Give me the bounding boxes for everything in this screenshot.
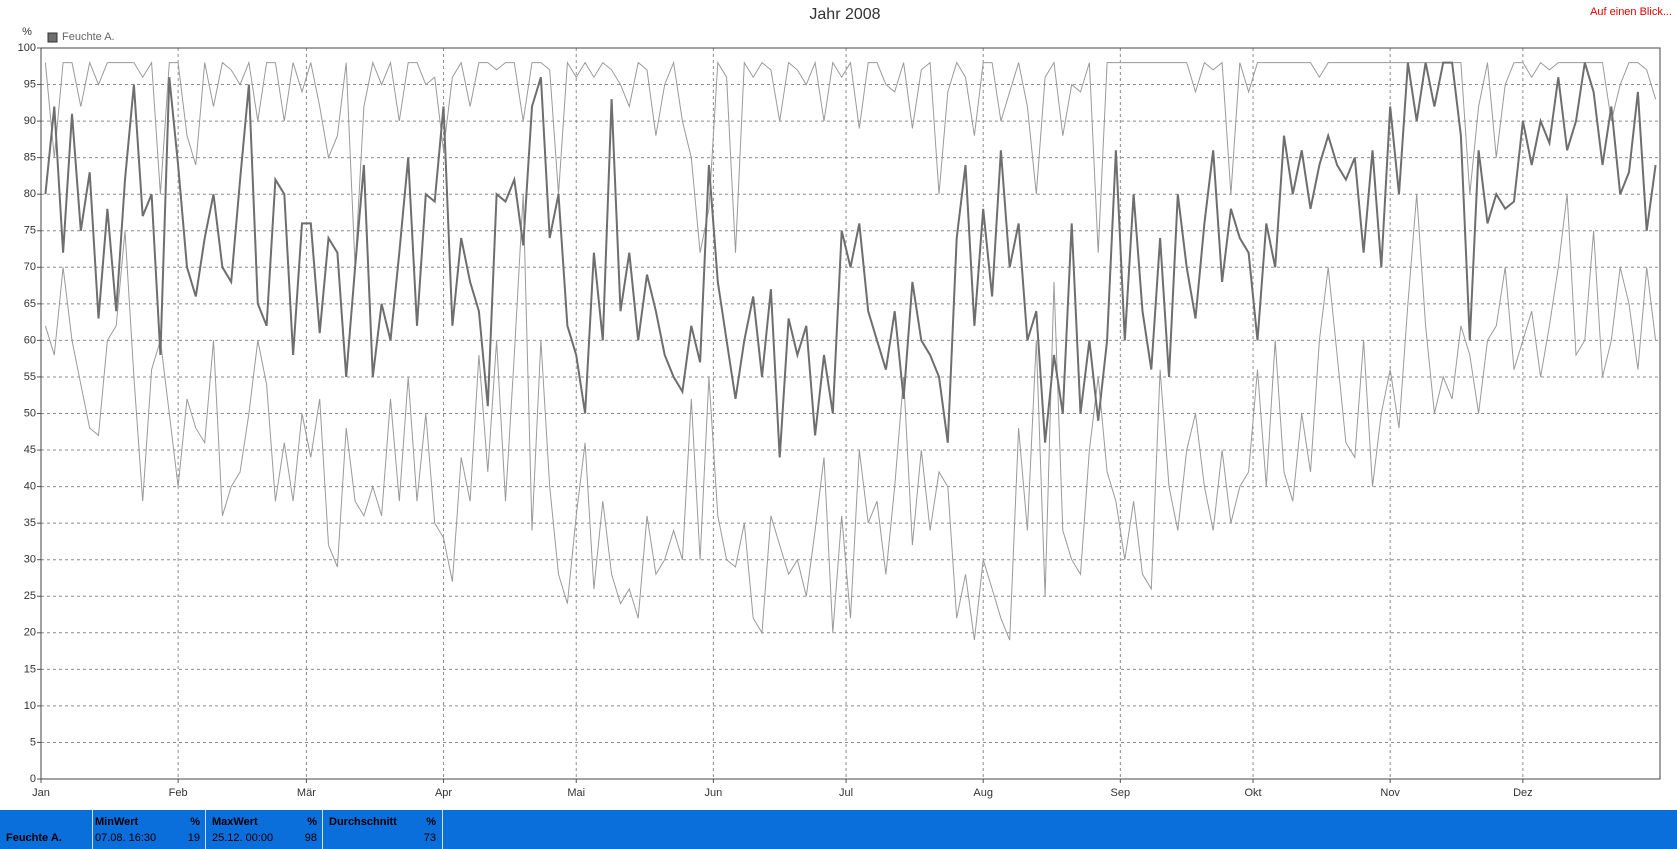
x-tick-label: Jul [839,787,853,799]
y-tick-label: 45 [24,444,36,456]
summary-bar: Feuchte A. MinWert % 07.08. 16:30 19 Max… [0,810,1677,849]
chart-title: Jahr 2008 [809,6,880,23]
summary-cell: MaxWert % 25.12. 00:00 98 [205,810,323,849]
y-tick-label: 20 [24,627,36,639]
y-tick-label: 100 [18,42,36,54]
cell-unit: % [307,816,317,828]
y-tick-label: 40 [24,481,36,493]
cell-header: MaxWert [212,816,258,828]
y-tick-label: 60 [24,334,36,346]
y-tick-label: 35 [24,517,36,529]
summary-series: Feuchte A. [0,810,92,849]
x-tick-label: Sep [1111,787,1131,799]
chart: Jahr 2008 Auf einen Blick... % 0 5 10 15 20 2… [18,6,1672,799]
summary-cell: MinWert % 07.08. 16:30 19 [92,810,206,849]
x-tick-label: Feb [169,787,188,799]
summary-cell: Durchschnitt % 73 [322,810,443,849]
cell-value: 98 [304,832,317,844]
y-tick-label: 90 [24,115,36,127]
y-tick-label: 30 [24,554,36,566]
y-tick-label: 0 [30,773,36,785]
cell-value: 73 [423,832,436,844]
y-tick-label: 65 [24,298,36,310]
legend-swatch [47,32,58,43]
series-line [44,194,1657,641]
x-tick-label: Jan [32,787,50,799]
legend-label: Feuchte A. [62,31,115,43]
x-tick-label: Okt [1244,787,1261,799]
x-tick-label: Mär [297,787,316,799]
series-line [44,61,1657,458]
link[interactable]: Auf einen Blick... [1590,6,1672,18]
x-tick-label: Dez [1513,787,1533,799]
cell-header: Durchschnitt [329,816,397,828]
y-tick-label: 15 [24,663,36,675]
cell-value: 19 [187,832,200,844]
cell-unit: % [426,816,436,828]
y-tick-label: 55 [24,371,36,383]
y-tick-label: 5 [30,736,36,748]
plot-frame [40,47,1661,780]
x-tick-label: Mai [567,787,585,799]
series-label: Feuchte A. [6,832,62,844]
x-tick-label: Apr [435,787,452,799]
cell-time: 07.08. 16:30 [95,832,157,844]
y-tick-label: 25 [24,590,36,602]
y-tick-label: 85 [24,152,36,164]
y-tick-label: 10 [24,700,36,712]
cell-time: 25.12. 00:00 [212,832,274,844]
y-tick-label: 95 [24,78,36,90]
y-tick-label: 75 [24,225,36,237]
series-line [44,60,1657,268]
y-axis-label: % [22,26,32,38]
y-tick-label: 50 [24,407,36,419]
cell-unit: % [190,816,200,828]
x-tick-label: Nov [1380,787,1400,799]
x-tick-label: Jun [704,787,722,799]
y-tick-label: 80 [24,188,36,200]
cell-header: MinWert [95,816,139,828]
x-tick-label: Aug [973,787,993,799]
y-tick-label: 70 [24,261,36,273]
